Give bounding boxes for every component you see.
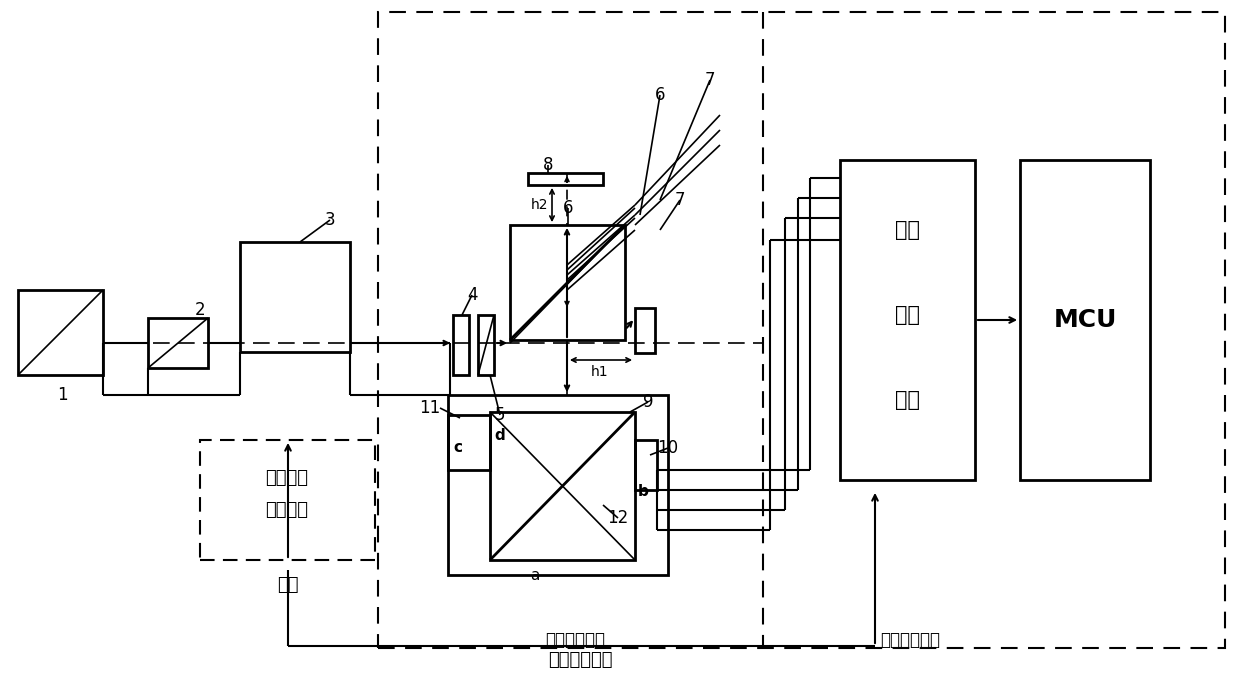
Bar xyxy=(449,395,668,575)
Text: 7: 7 xyxy=(705,71,715,89)
Text: 2: 2 xyxy=(195,301,206,319)
Text: a: a xyxy=(530,567,540,582)
Text: 5: 5 xyxy=(494,406,506,424)
Text: 调零: 调零 xyxy=(895,305,919,325)
Text: 偏振干涉模块: 偏振干涉模块 xyxy=(545,631,605,649)
Bar xyxy=(840,160,975,480)
Text: 10: 10 xyxy=(658,439,679,457)
Text: 调幅: 调幅 xyxy=(895,390,919,410)
Bar xyxy=(636,308,655,353)
Text: 7: 7 xyxy=(675,191,685,209)
Bar xyxy=(1020,160,1150,480)
Text: d: d xyxy=(494,427,506,443)
Text: 12: 12 xyxy=(607,509,628,527)
Bar xyxy=(199,440,375,560)
Text: b: b xyxy=(638,485,648,500)
Text: MCU: MCU xyxy=(1053,308,1116,332)
Text: 11: 11 xyxy=(419,399,441,417)
Bar xyxy=(19,290,103,375)
Bar xyxy=(147,318,208,368)
Text: 激光干涉: 激光干涉 xyxy=(265,469,309,487)
Text: 6: 6 xyxy=(654,86,665,104)
Text: h1: h1 xyxy=(591,365,608,379)
Text: 9: 9 xyxy=(643,393,653,411)
Text: c: c xyxy=(453,441,462,456)
Bar xyxy=(528,173,603,185)
Text: h2: h2 xyxy=(530,198,548,212)
Bar xyxy=(378,12,1225,648)
Bar xyxy=(478,315,494,375)
Text: 补偿: 补偿 xyxy=(278,576,299,594)
Text: 差分: 差分 xyxy=(895,220,919,240)
Text: 3: 3 xyxy=(325,211,336,229)
Text: 4: 4 xyxy=(467,286,477,304)
Bar xyxy=(449,415,489,470)
Text: 信号处理模块: 信号处理模块 xyxy=(880,631,940,649)
Text: 测量系统: 测量系统 xyxy=(265,501,309,519)
Text: 1: 1 xyxy=(57,386,67,404)
Text: 波长校准系统: 波长校准系统 xyxy=(548,651,612,669)
Text: 6: 6 xyxy=(563,199,574,217)
Bar xyxy=(636,440,657,490)
Bar xyxy=(453,315,470,375)
Text: 8: 8 xyxy=(543,156,554,174)
Bar xyxy=(510,225,624,340)
Bar xyxy=(240,242,349,352)
Bar xyxy=(489,412,636,560)
